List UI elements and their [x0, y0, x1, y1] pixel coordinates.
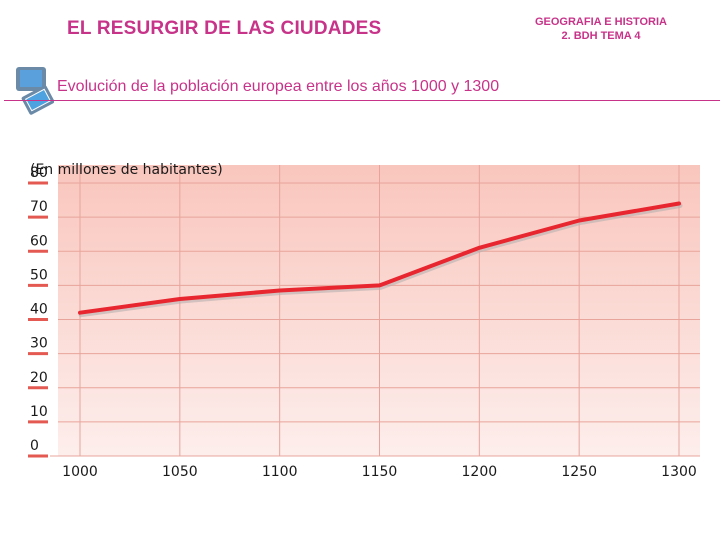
screen-icon [16, 67, 54, 115]
y-tick-label: 30 [30, 336, 48, 352]
x-tick-label: 1250 [561, 464, 597, 480]
y-tick-mark [28, 420, 48, 424]
y-tick-mark [28, 283, 48, 287]
y-tick-label: 60 [30, 233, 48, 249]
y-axis-label: (En millones de habitantes) [30, 162, 223, 178]
y-tick-mark [28, 215, 48, 219]
y-tick-label: 50 [30, 267, 48, 283]
y-tick-label: 40 [30, 302, 48, 318]
y-tick-label: 0 [30, 438, 39, 454]
slide-title: EL RESURGIR DE LAS CIUDADES [67, 18, 382, 39]
header-rule [4, 100, 720, 101]
y-tick-label: 70 [30, 199, 48, 215]
y-tick-mark [28, 249, 48, 253]
subtitle-row: Evolución de la población europea entre … [0, 66, 728, 122]
y-tick-mark [28, 318, 48, 321]
x-tick-label: 1050 [162, 464, 198, 480]
y-axis: 0 10 20 30 40 50 60 70 80 [28, 165, 48, 458]
y-tick-mark [28, 454, 48, 458]
x-axis: 1000 1050 1100 1150 1200 1250 1300 [50, 455, 700, 480]
course-level: 2. BDH TEMA 4 [561, 30, 641, 42]
course-info: GEOGRAFIA E HISTORIA 2. BDH TEMA 4 [520, 15, 682, 43]
y-tick-mark [28, 386, 48, 390]
y-tick-label: 80 [30, 165, 48, 181]
series-line-shadow [78, 203, 683, 318]
grid [58, 165, 700, 456]
x-tick-label: 1200 [462, 464, 498, 480]
y-tick-mark [28, 352, 48, 356]
x-tick-label: 1300 [661, 464, 697, 480]
course-subject: GEOGRAFIA E HISTORIA [534, 16, 667, 28]
chart-subtitle: Evolución de la población europea entre … [57, 78, 500, 95]
y-tick-label: 20 [30, 370, 48, 386]
x-tick-label: 1150 [362, 464, 398, 480]
series-layer [78, 201, 683, 318]
x-tick-label: 1000 [62, 464, 98, 480]
x-tick-label: 1100 [262, 464, 298, 480]
y-tick-mark [28, 181, 48, 185]
y-tick-label: 10 [30, 404, 48, 420]
population-chart: 0 10 20 30 40 50 60 70 80 1000 1050 1100 1150 1200 12… [28, 162, 700, 480]
